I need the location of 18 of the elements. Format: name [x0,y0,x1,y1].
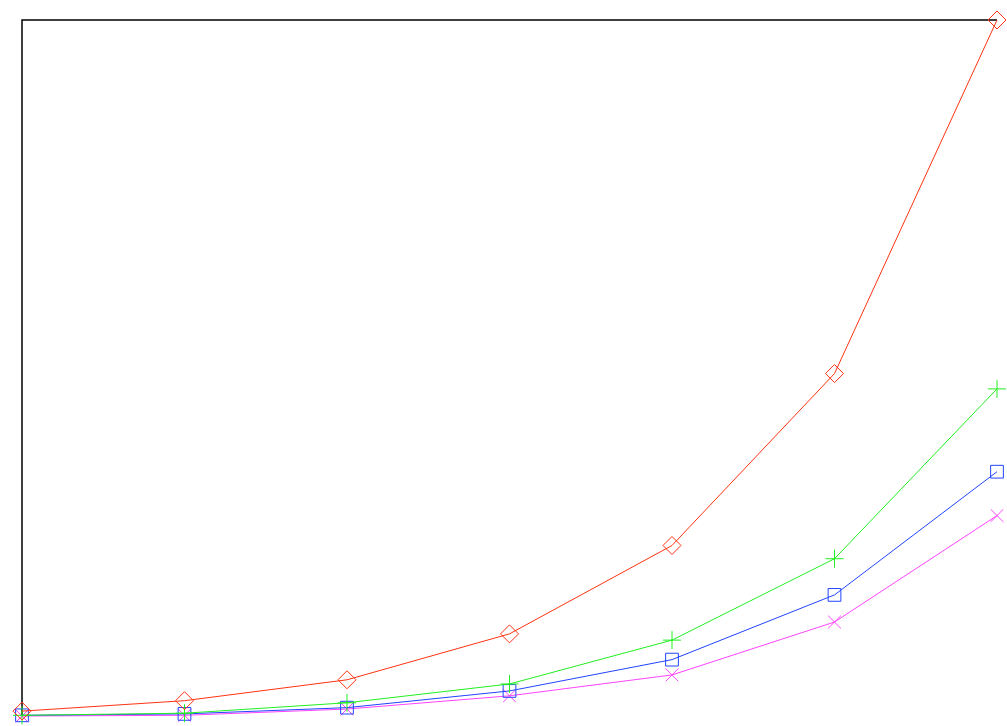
point [337,693,357,713]
point [500,674,519,694]
point [987,379,1007,399]
point [665,652,679,667]
point [827,588,842,602]
point [175,691,194,711]
point [175,703,194,723]
point [990,464,1004,479]
point [662,535,682,555]
point [825,364,844,384]
point [827,615,842,629]
point [337,670,357,690]
point [502,688,517,703]
point [662,630,682,650]
point [990,508,1004,523]
point [500,624,519,644]
point [665,668,679,682]
point [825,549,844,569]
